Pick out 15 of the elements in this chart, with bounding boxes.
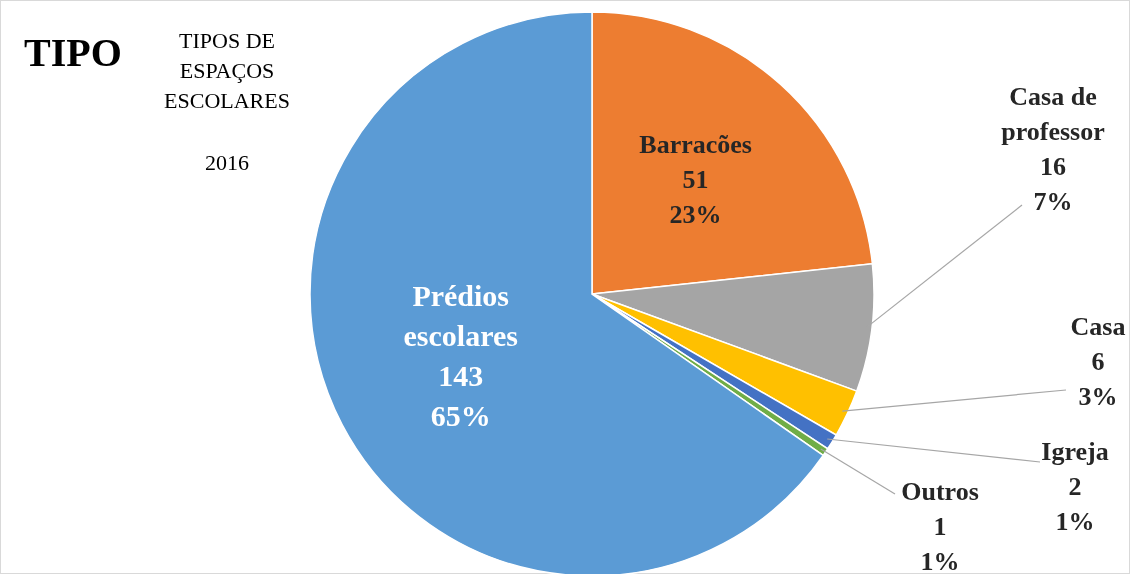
slice-label: Casa de professor xyxy=(1001,82,1105,146)
data-label: 51 23% xyxy=(669,164,722,229)
data-label: 6 3% xyxy=(1078,347,1118,411)
slice-label: Casa xyxy=(1070,312,1126,341)
data-label: 16 7% xyxy=(1033,152,1073,216)
data-label: 1 1% xyxy=(920,512,960,574)
text: 2016 xyxy=(205,150,249,175)
text: TIPOS DE ESPAÇOS ESCOLARES xyxy=(164,28,290,113)
chart-title: TIPO xyxy=(24,30,122,75)
data-label: 143 65% xyxy=(430,358,491,432)
slice-label: Prédios escolares xyxy=(403,278,518,352)
data-label: 2 1% xyxy=(1055,472,1095,536)
slice-label: Igreja xyxy=(1041,437,1109,466)
slice-label: Barracões xyxy=(639,129,752,159)
slice-label: Outros xyxy=(901,477,979,506)
